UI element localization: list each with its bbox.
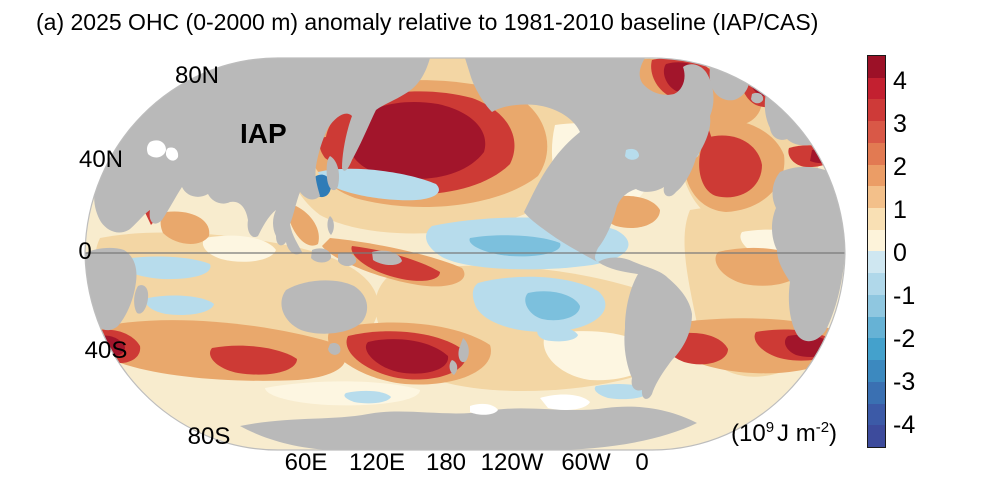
colorbar-tick-m4: -4 [893,411,916,439]
colorbar-tick-m2: -2 [893,325,916,353]
colorbar-segment-7 [868,208,885,230]
figure-title: (a) 2025 OHC (0-2000 m) anomaly relative… [36,9,819,35]
region-south-china-sea-orange [289,206,319,246]
lake-black-sea [146,140,166,158]
region-kuroshio-darkred-core [348,102,486,179]
colorbar-segment-11 [868,294,885,317]
land-africa-east [85,247,137,331]
land-new-guinea [372,250,402,266]
region-okhotsk-red [319,136,343,161]
units-prefix: (10 [731,420,766,447]
colorbar-segment-3 [868,121,885,143]
region-southern-ocean-blue-3 [537,326,578,342]
colorbar-segment-12 [868,316,885,339]
units-base: J m [777,420,816,447]
region-tasman-darkred-core [365,339,449,374]
colorbar-tick-0: 0 [893,239,907,267]
colorbar-segment-15 [868,381,885,404]
region-barents-red [797,60,836,83]
lon-label-60e: 60E [284,449,328,476]
region-central-indian-neutral [202,235,276,262]
land-new-zealand-north [458,338,469,363]
land-philippines [327,216,334,235]
lon-label-120w: 120W [480,449,544,476]
lon-label-180: 180 [425,449,467,476]
white-lakes-and-ice [146,140,590,415]
map-outline [84,57,846,451]
lat-label-80s: 80S [187,423,231,450]
colorbar-segment-16 [868,403,885,426]
region-arabian-sea-orange [160,211,210,244]
land-tasmania [328,342,341,355]
land-indonesia-2 [338,252,357,267]
region-east-of-japan-blue-band [318,168,439,201]
land-iceland [751,92,764,104]
colorbar-segment-10 [868,273,885,295]
dataset-label: IAP [240,118,287,149]
colorbar-tick-m1: -1 [893,282,916,310]
lon-label-120e: 120E [348,449,406,476]
region-south-indian-red [209,345,297,375]
land-australia [281,280,368,334]
land-europe [764,67,841,146]
colorbar-segment-2 [868,99,885,122]
colorbar-tick-4: 4 [893,67,907,95]
lon-label-60w: 60W [561,449,611,476]
region-equatorial-pacific-blue-core [469,235,561,257]
land-madagascar [134,285,149,314]
lat-label-80n: 80N [174,62,220,89]
colorbar-tick-2: 2 [893,153,907,181]
region-north-atlantic-red-core [699,135,762,198]
lon-label-0: 0 [635,449,649,476]
units-exponent-2: -2 [815,419,830,436]
land-japan [326,156,340,191]
land-indonesia-1 [311,248,332,263]
lat-label-0: 0 [78,238,92,265]
colorbar-segment-8 [868,229,885,252]
region-southern-ocean-blue-2 [344,390,391,404]
lat-label-40s: 40S [84,337,128,364]
lake-caspian-sea [166,147,179,161]
land-africa-west [771,166,845,342]
lat-label-40n: 40N [78,146,124,173]
colorbar-segment-1 [868,77,885,100]
units-exponent: 9 [765,419,775,436]
colorbar-segment-13 [868,338,885,361]
units-suffix: ) [829,420,838,447]
colorbar-tick-3: 3 [893,110,907,138]
colorbar-tick-1: 1 [893,196,907,224]
land-south-america [598,257,692,399]
landmasses [85,58,845,450]
ice-shelf-1 [540,394,590,410]
colorbar-segment-0 [868,56,885,78]
colorbar-segment-6 [868,186,885,209]
units-label: (109 J m-2) [731,419,837,448]
land-new-zealand-south [449,360,458,375]
colorbar-segment-9 [868,251,885,274]
region-mediterranean-darkred [810,149,836,164]
colorbar-segment-5 [868,164,885,187]
lake-great-lakes [625,148,639,160]
colorbar-segment-4 [868,142,885,165]
colorbar-segment-14 [868,360,885,382]
land-north-america [465,58,714,262]
land-antarctica [240,406,697,450]
region-tropical-indian-blue-1 [117,256,211,280]
colorbar [867,55,886,448]
colorbar-segment-17 [868,425,885,447]
region-tropical-indian-blue-2 [146,295,214,315]
colorbar-tick-m3: -3 [893,368,916,396]
region-south-pacific-blue-core [525,291,580,321]
land-eurasia [94,58,430,255]
ice-shelf-2 [470,403,498,415]
